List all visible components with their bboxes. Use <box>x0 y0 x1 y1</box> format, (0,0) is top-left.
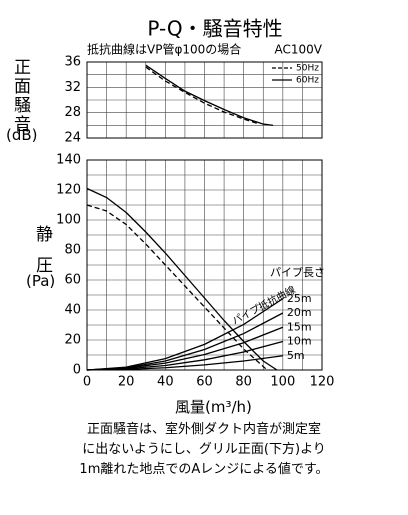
x-tick-label: 60 <box>196 375 213 390</box>
series-line <box>86 204 268 371</box>
y-tick-label: 20 <box>64 333 81 348</box>
x-tick-label: 100 <box>270 375 295 390</box>
x-tick-label: 40 <box>157 375 174 390</box>
x-tick-label: 120 <box>310 375 335 390</box>
chart-title: P-Q・騒音特性 <box>147 17 282 41</box>
note-line: 1m離れた地点でのAレンジによる値です。 <box>79 462 329 477</box>
y-unit: (dB) <box>6 126 38 144</box>
legend-label: 50Hz <box>296 64 319 74</box>
y-unit: (Pa) <box>26 272 56 290</box>
y-tick-label: 24 <box>64 131 81 146</box>
annotation: パイプ長さ <box>270 266 325 279</box>
plot-frame <box>86 61 323 139</box>
series-line <box>145 66 260 125</box>
plot-frame <box>86 159 323 371</box>
x-tick-label: 20 <box>118 375 135 390</box>
y-tick-label: 120 <box>56 183 81 198</box>
y-tick-label: 140 <box>56 153 81 168</box>
x-tick-label: 0 <box>83 375 91 390</box>
y-tick-label: 80 <box>64 243 81 258</box>
pipe-label: 5m <box>287 349 305 362</box>
legend-label: 60Hz <box>296 76 319 86</box>
series-line <box>86 187 278 371</box>
pipe-line <box>86 355 283 371</box>
y-tick-label: 0 <box>73 363 81 378</box>
y-tick-label: 100 <box>56 213 81 228</box>
annotation: 抵抗曲線はVP管φ100の場合 <box>87 42 241 57</box>
y-label: 正面騒音 <box>10 58 30 134</box>
note-line: 正面騒音は、室外側ダクト内音が測定室 <box>86 422 321 437</box>
note-line: に出ないようにし、グリル正面(下方)より <box>82 442 326 457</box>
y-tick-label: 32 <box>64 80 81 95</box>
x-label: 風量(m³/h) <box>175 398 252 416</box>
pipe-label: 10m <box>287 335 312 348</box>
pipe-label: 25m <box>287 292 312 305</box>
pipe-label: 15m <box>287 320 312 333</box>
x-tick-label: 80 <box>235 375 252 390</box>
pipe-label: 20m <box>287 306 312 319</box>
y-tick-label: 60 <box>64 273 81 288</box>
y-label: 静圧 <box>32 225 52 287</box>
y-tick-label: 40 <box>64 303 81 318</box>
y-tick-label: 28 <box>64 105 81 120</box>
annotation: AC100V <box>275 43 323 57</box>
series-line <box>145 64 274 126</box>
y-tick-label: 36 <box>64 55 81 70</box>
